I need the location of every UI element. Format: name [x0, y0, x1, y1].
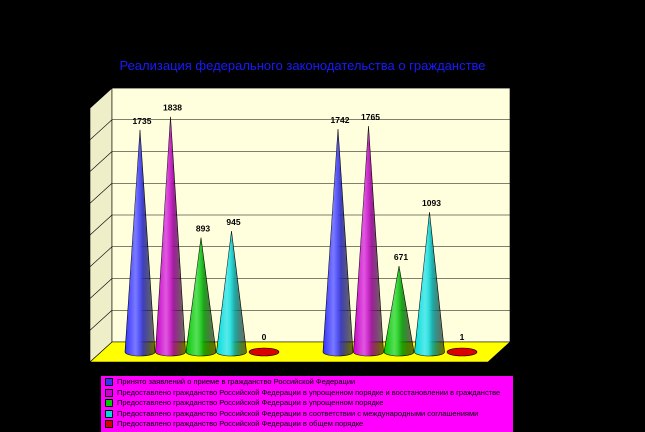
value-label: 1838 [163, 103, 182, 113]
cone-highlight-0-0 [125, 129, 155, 356]
value-label: 1765 [361, 112, 380, 122]
chart-legend: Принято заявлений о приеме в гражданство… [101, 376, 513, 432]
cone-highlight-1-2 [384, 266, 414, 356]
value-label: 945 [226, 217, 240, 227]
grid-line [89, 151, 113, 172]
value-label: 0 [262, 332, 267, 342]
legend-item: Предоставлено гражданство Российской Фед… [105, 398, 513, 409]
cone-base-1-4 [446, 347, 478, 357]
value-label: 893 [196, 224, 210, 234]
legend-swatch [105, 399, 113, 408]
category-label: 9 месяцев 2010 г. [181, 369, 238, 376]
value-label: 1093 [422, 198, 441, 208]
grid-line [89, 246, 113, 267]
grid-line [89, 214, 113, 236]
cone-highlight-1-3 [414, 212, 445, 356]
cone-highlight-0-1 [155, 116, 186, 357]
legend-item: Принято заявлений о приеме в гражданство… [105, 377, 513, 388]
cone-base-0-4 [248, 347, 280, 357]
value-label: 671 [394, 252, 408, 262]
grid-line [89, 119, 113, 140]
cone-highlight-1-0 [323, 129, 353, 356]
value-label: 1735 [133, 116, 152, 126]
legend-label: Принято заявлений о приеме в гражданство… [117, 377, 356, 386]
legend-item: Предоставлено гражданство Российской Фед… [105, 388, 513, 399]
legend-swatch [105, 409, 113, 418]
legend-swatch [105, 420, 113, 429]
value-label: 1742 [331, 115, 350, 125]
legend-label: Предоставлено гражданство Российской Фед… [117, 419, 364, 428]
cone-highlight-0-2 [186, 237, 216, 356]
legend-label: Предоставлено гражданство Российской Фед… [117, 408, 479, 418]
legend-label: Предоставлено гражданство Российской Фед… [117, 398, 384, 407]
legend-swatch [105, 388, 113, 397]
cone-highlight-1-1 [353, 126, 384, 356]
grid-line [89, 310, 113, 331]
value-label: 1 [460, 332, 465, 342]
grid-line [89, 87, 113, 109]
legend-swatch [105, 378, 113, 387]
grid-line [89, 278, 113, 299]
cone-highlight-0-3 [216, 231, 247, 356]
legend-item: Предоставлено гражданство Российской Фед… [105, 409, 513, 420]
legend-item: Предоставлено гражданство Российской Фед… [105, 419, 513, 430]
legend-label: Предоставлено гражданство Российской Фед… [117, 387, 501, 397]
grid-line [89, 183, 113, 204]
chart-title: Реализация федерального законодательства… [119, 58, 486, 73]
category-label: 9 месяцев 2011 г. [379, 369, 435, 376]
